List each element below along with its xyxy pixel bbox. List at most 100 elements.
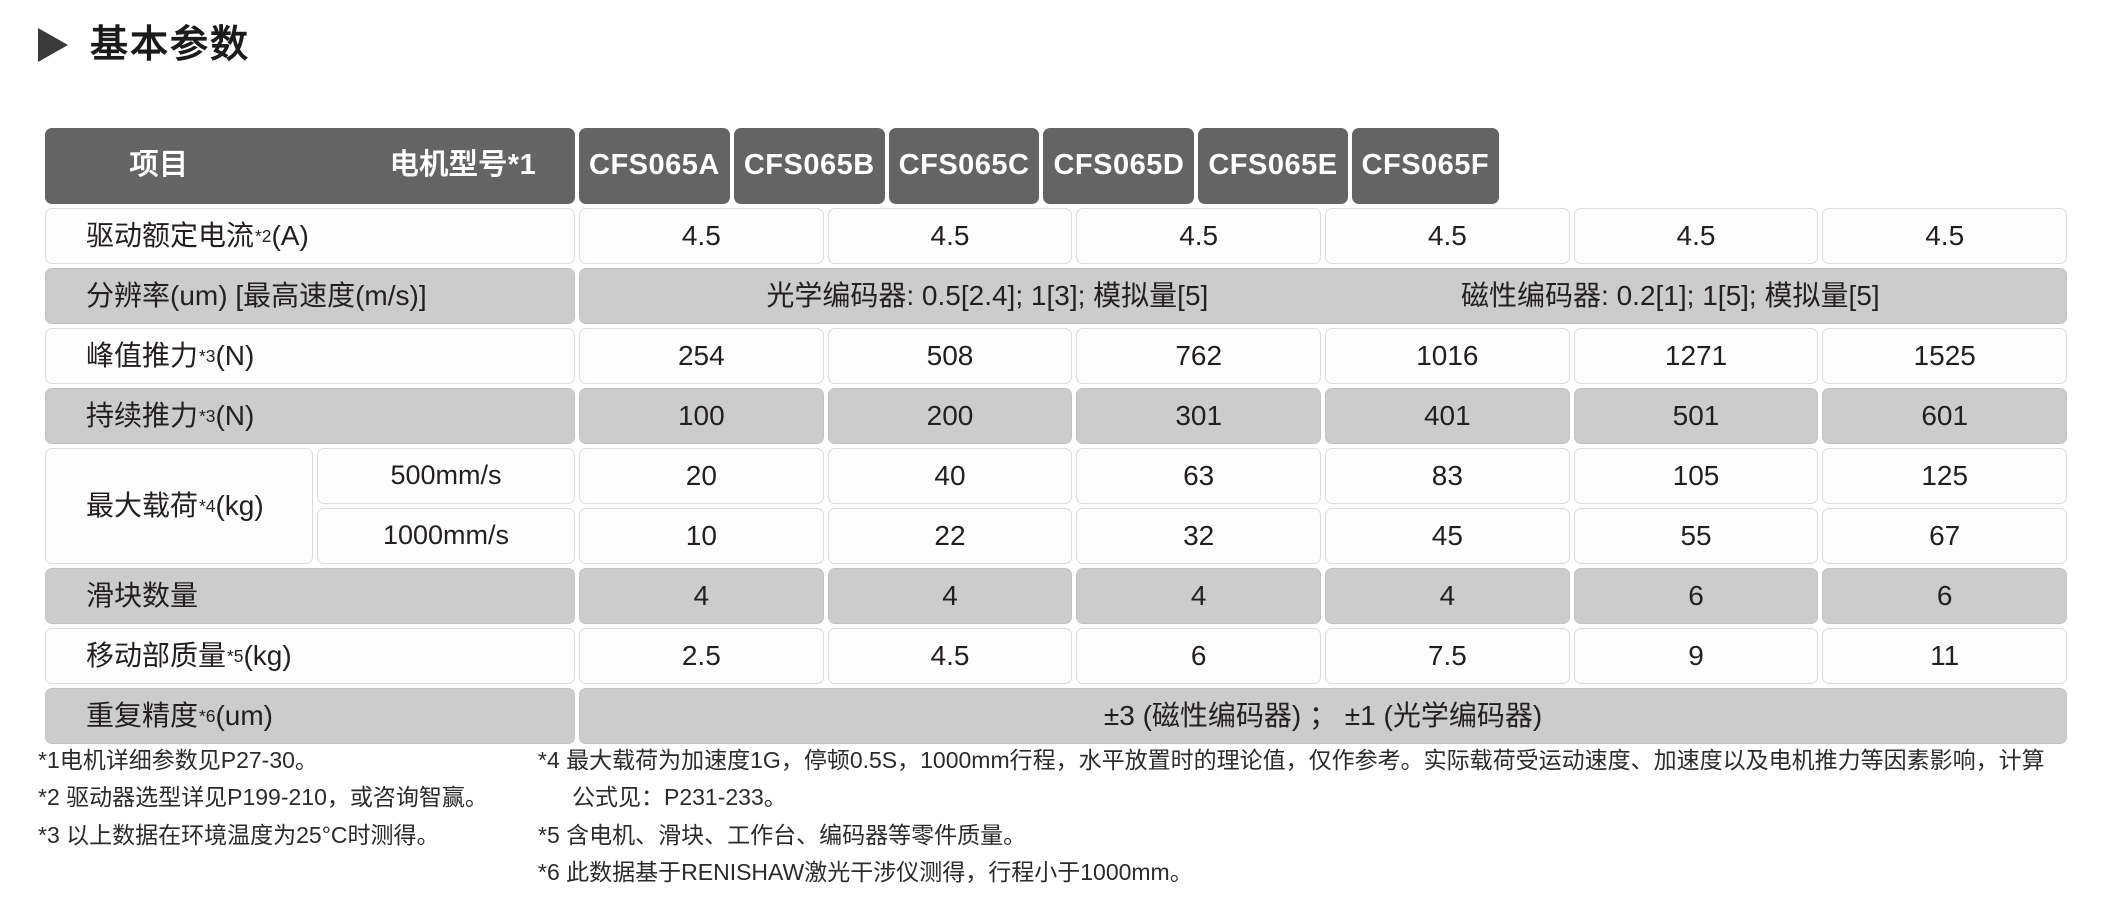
cell-value: 4.5: [579, 208, 824, 264]
cell-value: 4.5: [1573, 208, 1819, 264]
max-load-row-1000: 10 22 32 45 55 67: [579, 508, 2068, 564]
table-row: 滑块数量 4 4 4 4 6 6: [45, 568, 2068, 624]
cell-value: 4: [827, 568, 1073, 624]
header-model-label: 电机型号*1: [389, 149, 537, 182]
column-header-cfs065c: CFS065C: [888, 128, 1040, 204]
cell-value: 4.5: [827, 208, 1073, 264]
resolution-optical-encoder: 光学编码器: 0.5[2.4]; 1[3]; 模拟量[5]: [766, 279, 1209, 311]
sub-label-500mms: 500mm/s: [317, 448, 575, 504]
triangle-right-icon: [38, 28, 68, 62]
column-header-cfs065f: CFS065F: [1351, 128, 1500, 204]
table-row: 持续推力 *3 (N) 100 200 301 401 501 601: [45, 388, 2068, 444]
footnote-4: *4 最大载荷为加速度1G，停顿0.5S，1000mm行程，水平放置时的理论值，…: [538, 747, 2045, 773]
cell-value: 6: [1573, 568, 1819, 624]
cell-value: 501: [1573, 388, 1819, 444]
cell-value: 105: [1573, 448, 1819, 504]
cell-value: 22: [827, 508, 1073, 564]
footnote-1: *1电机详细参数见P27-30。: [38, 747, 318, 773]
page-title: 基本参数: [90, 24, 251, 66]
spec-table: 项目 电机型号*1 CFS065A CFS065B CFS065C CFS065…: [45, 128, 2068, 748]
footnote-2: *2 驱动器选型详见P199-210，或咨询智赢。: [38, 784, 488, 811]
row-label-unit: (N): [215, 399, 255, 431]
row-label-repeat-accuracy: 重复精度 *6 (um): [45, 688, 575, 744]
cell-value: 125: [1822, 448, 2068, 504]
footnotes-right-column: *4 最大载荷为加速度1G，停顿0.5S，1000mm行程，水平放置时的理论值，…: [538, 742, 2078, 891]
cell-value: 83: [1325, 448, 1570, 504]
table-row-max-load: 最大载荷 *4 (kg) 500mm/s 1000mm/s 20 40 63 83 …: [45, 448, 2068, 564]
row-label-text: 滑块数量: [86, 579, 199, 611]
column-header-cfs065e: CFS065E: [1198, 128, 1348, 204]
cell-value: 4.5: [1822, 208, 2068, 264]
cell-value: 32: [1076, 508, 1322, 564]
header-split-cell: 项目 电机型号*1: [45, 128, 575, 204]
header-item-label-part: 项目: [45, 128, 363, 204]
table-row: 重复精度 *6 (um) ±3 (磁性编码器) ； ±1 (光学编码器): [45, 688, 2067, 744]
row-label-unit: (kg): [215, 489, 264, 521]
max-load-row-500: 20 40 63 83 105 125: [579, 448, 2068, 504]
cell-value: 4: [1076, 568, 1322, 624]
max-load-speed-labels: 500mm/s 1000mm/s: [317, 448, 575, 564]
cell-value-merged-resolution: 光学编码器: 0.5[2.4]; 1[3]; 模拟量[5] 磁性编码器: 0.2…: [579, 268, 2067, 324]
row-label-unit: (A): [271, 219, 309, 251]
cell-value: 63: [1076, 448, 1322, 504]
cell-value: 2.5: [579, 628, 824, 684]
cell-value: 100: [579, 388, 824, 444]
row-label-unit: (N): [215, 339, 255, 371]
row-label-text: 持续推力: [86, 399, 199, 431]
footnote-5: *5 含电机、滑块、工作台、编码器等零件质量。: [538, 821, 1027, 848]
cell-value: 762: [1076, 328, 1322, 384]
table-row: 移动部质量 *5 (kg) 2.5 4.5 6 7.5 9 11: [45, 628, 2068, 684]
cell-value: 1271: [1573, 328, 1819, 384]
cell-value: 7.5: [1325, 628, 1570, 684]
cell-value: 55: [1573, 508, 1819, 564]
row-label-text: 分辨率(um) [最高速度(m/s)]: [86, 279, 427, 311]
row-label-text: 移动部质量: [86, 639, 227, 671]
cell-value: 1525: [1822, 328, 2068, 384]
row-label-unit: (um): [215, 699, 273, 731]
row-label-continuous-thrust: 持续推力 *3 (N): [45, 388, 575, 444]
table-row: 分辨率(um) [最高速度(m/s)] 光学编码器: 0.5[2.4]; 1[3…: [45, 268, 2067, 324]
footnote-6: *6 此数据基于RENISHAW激光干涉仪测得，行程小于1000mm。: [538, 858, 1193, 885]
cell-value: 11: [1822, 628, 2068, 684]
table-row: 峰值推力 *3 (N) 254 508 762 1016 1271 1525: [45, 328, 2068, 384]
section-header: 基本参数: [38, 26, 250, 64]
row-label-text: 最大载荷: [86, 489, 199, 521]
row-label-resolution: 分辨率(um) [最高速度(m/s)]: [45, 268, 575, 324]
table-header-row: 项目 电机型号*1 CFS065A CFS065B CFS065C CFS065…: [45, 128, 2067, 204]
row-label-max-load: 最大载荷 *4 (kg): [45, 448, 313, 564]
column-header-cfs065d: CFS065D: [1043, 128, 1195, 204]
cell-value: 9: [1573, 628, 1819, 684]
row-label-slider-count: 滑块数量: [45, 568, 575, 624]
row-label-text: 重复精度: [86, 699, 199, 731]
cell-value: 601: [1822, 388, 2068, 444]
cell-value: 4.5: [1076, 208, 1322, 264]
cell-value: 508: [827, 328, 1073, 384]
cell-value: 6: [1076, 628, 1322, 684]
cell-value-merged-repeat-accuracy: ±3 (磁性编码器) ； ±1 (光学编码器): [579, 688, 2067, 744]
row-label-drive-rated-current: 驱动额定电流 *2 (A): [45, 208, 575, 264]
cell-value: 4: [1325, 568, 1570, 624]
cell-value: 1016: [1325, 328, 1570, 384]
cell-value: 401: [1325, 388, 1570, 444]
cell-value: 4.5: [1325, 208, 1570, 264]
cell-value: 200: [827, 388, 1073, 444]
row-label-text: 驱动额定电流: [86, 219, 255, 251]
cell-value: 6: [1822, 568, 2068, 624]
header-item-label: 项目: [129, 149, 189, 182]
cell-value: 4: [579, 568, 824, 624]
sub-label-1000mms: 1000mm/s: [317, 508, 575, 564]
footnote-4-continued: 公式见：P231-233。: [572, 784, 787, 811]
column-header-cfs065a: CFS065A: [579, 128, 730, 204]
max-load-values: 20 40 63 83 105 125 10 22 32 45 55 67: [579, 448, 2068, 564]
cell-value: 45: [1325, 508, 1570, 564]
footnotes-left-column: *1电机详细参数见P27-30。 *2 驱动器选型详见P199-210，或咨询智…: [38, 742, 538, 891]
cell-value: 67: [1822, 508, 2068, 564]
row-label-moving-mass: 移动部质量 *5 (kg): [45, 628, 575, 684]
footnotes: *1电机详细参数见P27-30。 *2 驱动器选型详见P199-210，或咨询智…: [38, 742, 2078, 891]
footnote-3: *3 以上数据在环境温度为25°C时测得。: [38, 821, 440, 848]
cell-value: 20: [579, 448, 824, 504]
cell-value: 4.5: [827, 628, 1073, 684]
resolution-magnetic-encoder: 磁性编码器: 0.2[1]; 1[5]; 模拟量[5]: [1461, 279, 1880, 311]
row-label-peak-thrust: 峰值推力 *3 (N): [45, 328, 575, 384]
